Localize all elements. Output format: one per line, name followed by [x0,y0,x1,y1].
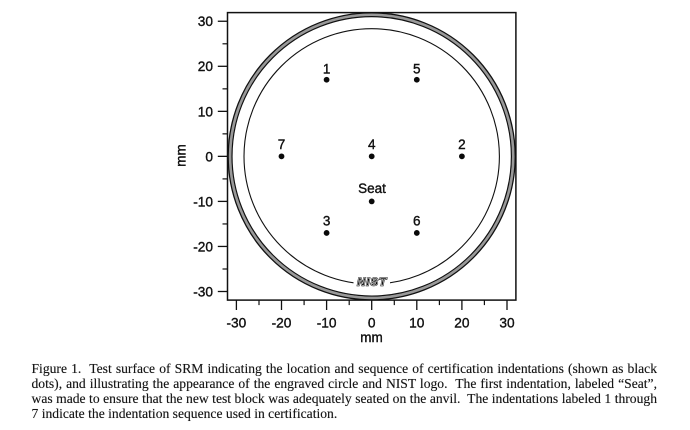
svg-text:-30: -30 [193,284,213,299]
svg-text:3: 3 [323,214,331,229]
svg-text:0: 0 [368,315,376,330]
svg-text:-20: -20 [272,315,292,330]
svg-text:NIST: NIST [357,277,387,289]
svg-text:20: 20 [198,59,214,74]
svg-text:10: 10 [198,104,214,119]
svg-text:-20: -20 [193,239,213,254]
svg-text:30: 30 [198,14,214,29]
svg-text:6: 6 [413,214,421,229]
svg-text:1: 1 [323,62,331,77]
svg-text:7: 7 [278,137,286,152]
svg-text:10: 10 [409,315,425,330]
svg-text:Seat: Seat [358,181,386,196]
svg-text:20: 20 [454,315,470,330]
svg-text:mm: mm [174,144,189,167]
svg-text:5: 5 [413,62,421,77]
svg-text:0: 0 [205,149,213,164]
svg-text:4: 4 [368,137,376,152]
svg-text:-30: -30 [227,315,247,330]
svg-text:NIST: NIST [357,277,387,289]
svg-text:mm: mm [360,330,383,345]
svg-text:2: 2 [458,137,466,152]
svg-text:-10: -10 [193,194,213,209]
svg-text:-10: -10 [317,315,337,330]
svg-text:30: 30 [499,315,515,330]
